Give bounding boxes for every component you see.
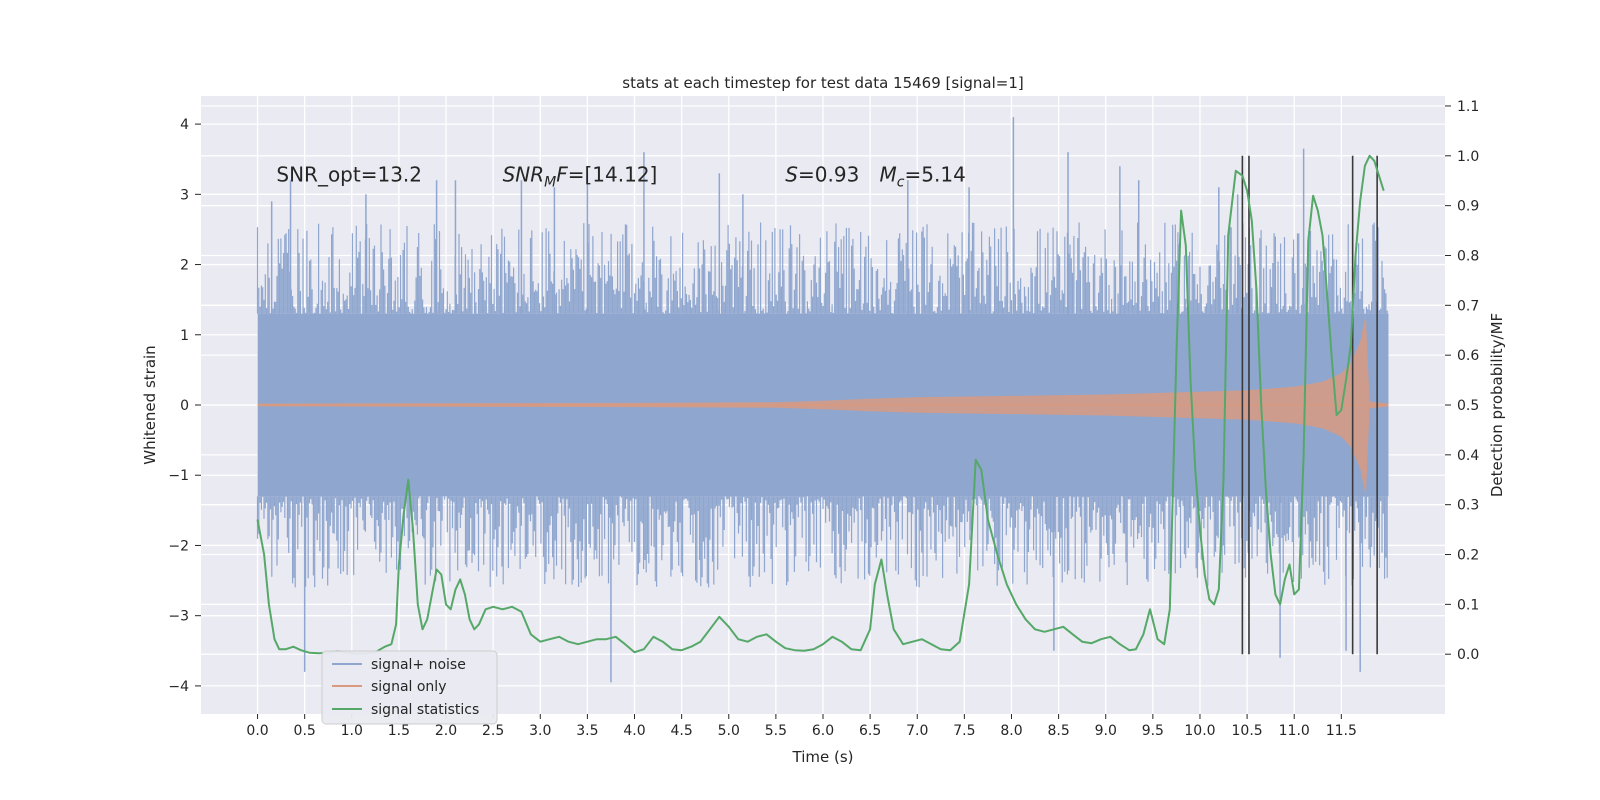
x-tick-label: 4.0 xyxy=(623,723,645,739)
x-tick-label: 7.0 xyxy=(906,723,928,739)
x-tick-label: 3.5 xyxy=(576,723,598,739)
x-tick-label: 7.5 xyxy=(953,723,975,739)
noise-upper-spikes xyxy=(256,222,1388,314)
legend-label-signal-only: signal only xyxy=(371,679,446,695)
y-tick-label: 4 xyxy=(180,117,189,133)
detection-markers xyxy=(1241,155,1378,655)
legend-label-signal-plus-noise: signal+ noise xyxy=(371,657,466,673)
x-tick-label: 6.0 xyxy=(812,723,834,739)
annotation-1: SNRMF=[14.12] xyxy=(503,162,658,190)
y2-axis-label: Detection probability/MF xyxy=(1488,313,1506,497)
x-tick-label: 4.5 xyxy=(671,723,693,739)
y2-tick-label: 0.8 xyxy=(1457,248,1479,264)
annotation-2: S=0.93 xyxy=(785,162,859,186)
x-tick-label: 8.0 xyxy=(1000,723,1022,739)
y2-tick-label: 0.1 xyxy=(1457,597,1479,613)
x-tick-label: 9.5 xyxy=(1142,723,1164,739)
x-tick-label: 3.0 xyxy=(529,723,551,739)
y2-tick-label: 0.7 xyxy=(1457,298,1479,314)
chart-title: stats at each timestep for test data 154… xyxy=(622,74,1023,92)
noise-lower-spikes xyxy=(256,496,1388,588)
y-tick-label: −2 xyxy=(168,538,189,554)
y-tick-label: 1 xyxy=(180,328,189,344)
y2-tick-label: 1.1 xyxy=(1457,99,1479,115)
series-signal-statistics xyxy=(256,154,1385,655)
y2-tick-label: 0.2 xyxy=(1457,548,1479,564)
y2-tick-label: 0.0 xyxy=(1457,647,1479,663)
y-tick-label: −4 xyxy=(168,679,189,695)
y-tick-label: −3 xyxy=(168,609,189,625)
y-ticks: −4 −3 −2 −1 0 1 2 3 4 xyxy=(168,117,201,695)
x-tick-label: 8.5 xyxy=(1047,723,1069,739)
annotation-0: SNR_opt=13.2 xyxy=(276,162,422,186)
y2-ticks: 0.0 0.1 0.2 0.3 0.4 0.5 0.6 0.7 0.8 0.9 1.0 1.1 xyxy=(1445,99,1479,663)
x-tick-label: 10.0 xyxy=(1184,723,1215,739)
legend-box xyxy=(321,650,498,725)
series-signal-only xyxy=(257,313,1389,497)
legend: signal+ noise signal only signal statist… xyxy=(321,650,498,725)
y2-tick-label: 0.4 xyxy=(1457,448,1479,464)
x-tick-label: 10.5 xyxy=(1232,723,1263,739)
x-tick-label: 1.0 xyxy=(341,723,363,739)
x-tick-label: 5.0 xyxy=(718,723,740,739)
x-tick-label: 11.5 xyxy=(1326,723,1357,739)
x-tick-label: 11.0 xyxy=(1279,723,1310,739)
y2-tick-label: 0.9 xyxy=(1457,199,1479,215)
y-tick-label: 2 xyxy=(180,258,189,274)
y-tick-label: 3 xyxy=(180,187,189,203)
annotation-3: Mc=5.14 xyxy=(880,162,966,190)
legend-label-signal-statistics: signal statistics xyxy=(371,702,479,718)
y-tick-label: 0 xyxy=(180,398,189,414)
y2-tick-label: 0.6 xyxy=(1457,348,1479,364)
x-tick-label: 6.5 xyxy=(859,723,881,739)
x-tick-label: 9.0 xyxy=(1095,723,1117,739)
y2-tick-label: 0.5 xyxy=(1457,398,1479,414)
x-tick-label: 2.5 xyxy=(482,723,504,739)
y2-tick-label: 0.3 xyxy=(1457,498,1479,514)
x-ticks: 0.0 0.5 1.0 1.5 2.0 2.5 3.0 3.5 4.0 4.5 5.0 5.5 6.0 6… xyxy=(246,714,1357,739)
x-tick-label: 1.5 xyxy=(388,723,410,739)
y-axis-label: Whitened strain xyxy=(141,345,159,464)
annotations: SNR_opt=13.2 SNRMF=[14.12] S=0.93 Mc=5.14 xyxy=(276,162,965,190)
x-tick-label: 0.5 xyxy=(294,723,316,739)
x-tick-label: 5.5 xyxy=(765,723,787,739)
statistics-line xyxy=(256,154,1385,655)
y2-tick-label: 1.0 xyxy=(1457,149,1479,165)
x-tick-label: 2.0 xyxy=(435,723,457,739)
x-axis-label: Time (s) xyxy=(792,748,854,766)
x-tick-label: 0.0 xyxy=(246,723,268,739)
y-tick-label: −1 xyxy=(168,468,189,484)
